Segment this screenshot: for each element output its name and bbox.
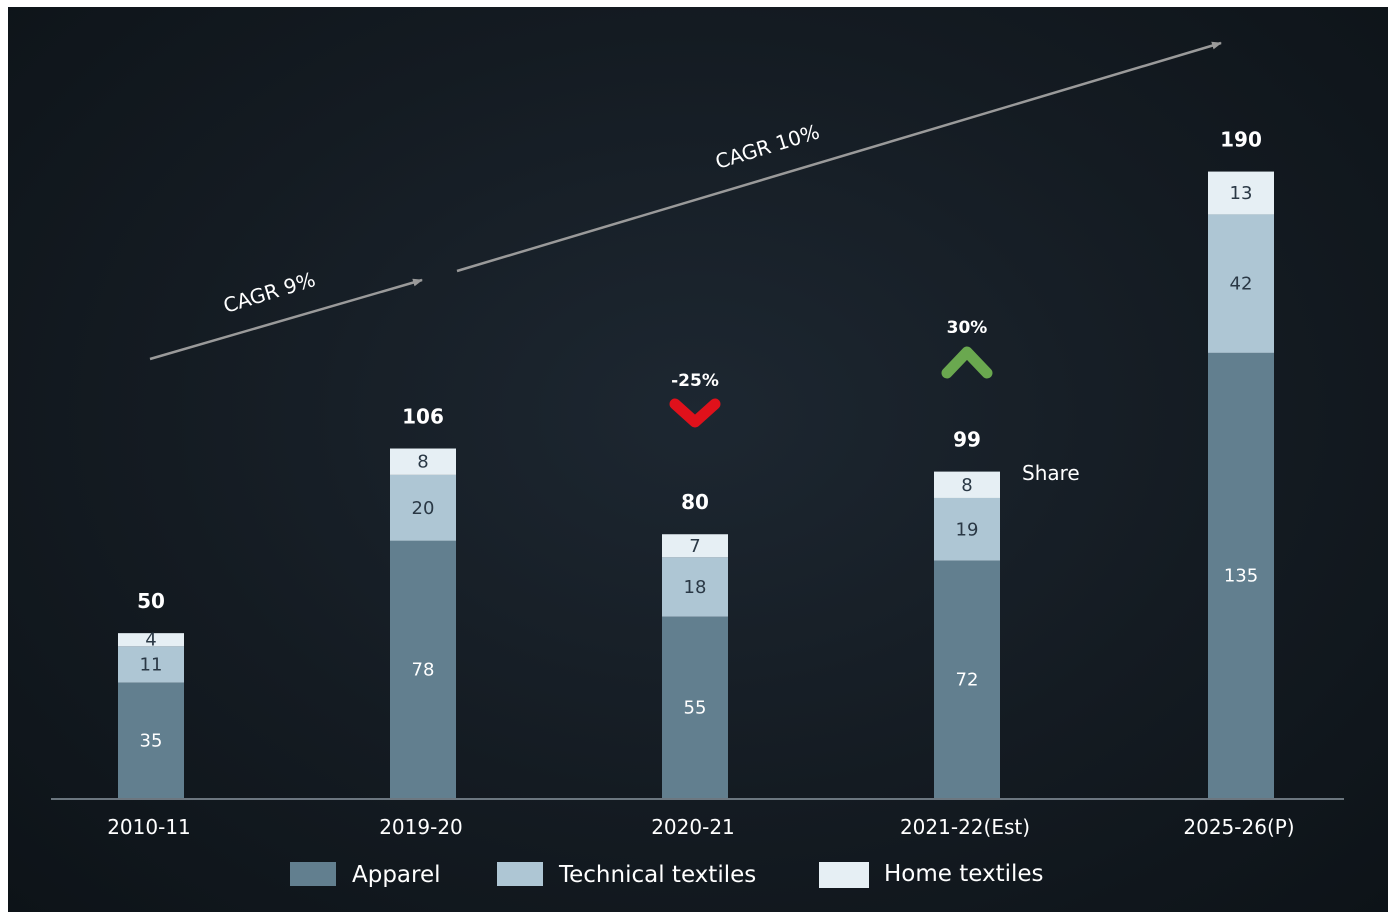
bar-segment-home-textiles-2025-26-p bbox=[1208, 171, 1274, 215]
legend-swatch-home-textiles bbox=[819, 862, 869, 888]
legend-label-home-textiles: Home textiles bbox=[884, 861, 1044, 887]
bar-segment-apparel-2025-26-p bbox=[1208, 352, 1274, 798]
cagr-9-arrow bbox=[149, 278, 423, 361]
stacked-bar-chart: 35 11 4 78 20 8 55 18 7 72 19 8 135 42 13 50 106 80 99 190… bbox=[51, 41, 1344, 888]
data-label-apparel-2025-26-p: 135 bbox=[1224, 565, 1258, 586]
bar-segment-home-textiles-2020-21 bbox=[662, 534, 728, 558]
legend-swatch-technical-textiles bbox=[497, 862, 543, 886]
data-label-apparel-2019-20: 78 bbox=[412, 659, 435, 680]
total-label-2021-22-est: 99 bbox=[953, 428, 981, 452]
x-tick-labels: 2010-11 2019-20 2020-21 2021-22(Est) 2025-26… bbox=[107, 815, 1294, 839]
x-tick-2019-20: 2019-20 bbox=[379, 815, 463, 839]
bar-segment-home-textiles-2021-22-est bbox=[934, 471, 1000, 498]
bars-group: 35 11 4 78 20 8 55 18 7 72 19 8 135 42 13 bbox=[118, 171, 1274, 798]
data-label-technical-textiles-2020-21: 18 bbox=[684, 577, 707, 598]
cagr-10-arrow bbox=[456, 41, 1222, 273]
data-label-apparel-2020-21: 55 bbox=[684, 697, 707, 718]
data-label-home-textiles-2019-20: 8 bbox=[417, 452, 428, 473]
total-label-2025-26-p: 190 bbox=[1220, 128, 1262, 152]
down-chevron-icon bbox=[669, 398, 721, 428]
share-label: Share bbox=[1022, 461, 1080, 485]
x-tick-2025-26-p: 2025-26(P) bbox=[1183, 815, 1294, 839]
bar-segment-home-textiles-2010-11 bbox=[118, 633, 184, 647]
x-tick-2010-11: 2010-11 bbox=[107, 815, 191, 839]
bar-segment-apparel-2019-20 bbox=[390, 540, 456, 798]
bar-segment-technical-textiles-2020-21 bbox=[662, 557, 728, 617]
change-down-label: -25% bbox=[671, 371, 719, 391]
data-label-technical-textiles-2019-20: 20 bbox=[412, 498, 435, 519]
data-label-apparel-2010-11: 35 bbox=[140, 730, 163, 751]
change-up-label: 30% bbox=[947, 318, 988, 338]
bar-segment-technical-textiles-2010-11 bbox=[118, 646, 184, 683]
bar-segment-apparel-2020-21 bbox=[662, 616, 728, 798]
x-tick-2020-21: 2020-21 bbox=[651, 815, 735, 839]
bar-segment-technical-textiles-2025-26-p bbox=[1208, 214, 1274, 353]
data-label-home-textiles-2021-22-est: 8 bbox=[961, 475, 972, 496]
legend-swatch-apparel bbox=[290, 862, 336, 886]
legend: Apparel Technical textiles Home textiles bbox=[290, 861, 1044, 888]
data-label-home-textiles-2020-21: 7 bbox=[689, 536, 700, 557]
total-label-2019-20: 106 bbox=[402, 405, 444, 429]
bar-segment-apparel-2021-22-est bbox=[934, 560, 1000, 798]
total-label-2020-21: 80 bbox=[681, 490, 709, 514]
data-label-home-textiles-2010-11: 4 bbox=[145, 630, 156, 651]
legend-label-apparel: Apparel bbox=[352, 862, 441, 888]
data-label-apparel-2021-22-est: 72 bbox=[956, 669, 979, 690]
bar-segment-technical-textiles-2019-20 bbox=[390, 474, 456, 541]
data-label-home-textiles-2025-26-p: 13 bbox=[1230, 183, 1253, 204]
x-tick-2021-22-est: 2021-22(Est) bbox=[900, 815, 1030, 839]
bar-segment-apparel-2010-11 bbox=[118, 682, 184, 798]
bar-segment-technical-textiles-2021-22-est bbox=[934, 497, 1000, 561]
data-label-technical-textiles-2010-11: 11 bbox=[140, 654, 163, 675]
legend-label-technical-textiles: Technical textiles bbox=[558, 862, 756, 888]
total-label-2010-11: 50 bbox=[137, 589, 165, 613]
up-chevron-icon bbox=[941, 346, 993, 379]
bar-segment-home-textiles-2019-20 bbox=[390, 448, 456, 475]
totals-group: 50 106 80 99 190 bbox=[137, 128, 1262, 614]
data-label-technical-textiles-2025-26-p: 42 bbox=[1230, 274, 1253, 295]
chart-panel: 35 11 4 78 20 8 55 18 7 72 19 8 135 42 13 50 106 80 99 190… bbox=[8, 7, 1388, 912]
data-label-technical-textiles-2021-22-est: 19 bbox=[956, 519, 979, 540]
cagr-9-label: CAGR 9% bbox=[220, 267, 318, 318]
